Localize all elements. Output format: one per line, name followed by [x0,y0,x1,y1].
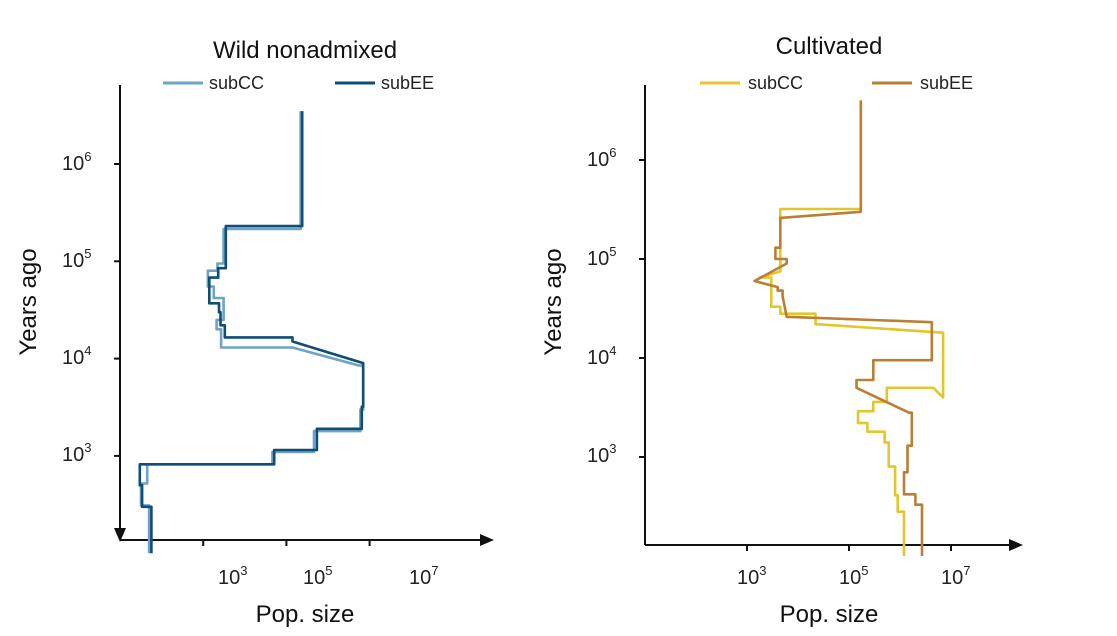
series-layer [639,100,952,556]
series-line-subee [753,100,934,556]
y-tick-label: 103 [587,441,616,467]
y-tick-label: 104 [62,343,91,369]
series-line-subcc [139,111,365,554]
series-line-subcc [758,100,945,556]
y-axis-label: Years ago [540,248,567,355]
y-axis [114,85,126,542]
chart-title: Wild nonadmixed [213,37,397,64]
y-tick-label: 103 [62,440,91,466]
y-tick-label: 106 [587,145,616,171]
x-tick-label: 107 [409,563,438,589]
x-axis-arrow [1009,539,1023,551]
legend-label-subee: subEE [920,73,973,93]
y-tick-label: 106 [62,149,91,175]
y-axis-arrow [114,528,126,542]
x-axis-label: Pop. size [780,601,879,628]
legend-label-subcc: subCC [748,73,803,93]
legend-label-subee: subEE [381,73,434,93]
y-tick-label: 104 [587,343,616,369]
x-axis-arrow [480,534,494,546]
y-axis-label: Years ago [15,248,42,355]
x-tick-label: 105 [303,563,332,589]
panel-wild-nonadmixed: Wild nonadmixed subCC subEE 106 105 104 … [15,37,494,628]
x-tick-label: 105 [839,563,868,589]
x-tick-label: 103 [218,563,247,589]
legend-label-subcc: subCC [209,73,264,93]
y-tick-label: 105 [62,246,91,272]
series-line-subee [138,111,365,554]
y-tick-label: 105 [587,244,616,270]
legend: subCC subEE [700,73,973,93]
x-axis-label: Pop. size [256,601,355,628]
legend: subCC subEE [163,73,434,93]
chart-title: Cultivated [776,33,883,60]
x-tick-label: 103 [737,563,766,589]
x-axis [120,534,494,546]
panel-cultivated: Cultivated subCC subEE 106 105 104 103 1… [540,33,1023,628]
x-tick-label: 107 [941,563,970,589]
x-axis [645,539,1023,551]
series-layer [114,111,371,554]
